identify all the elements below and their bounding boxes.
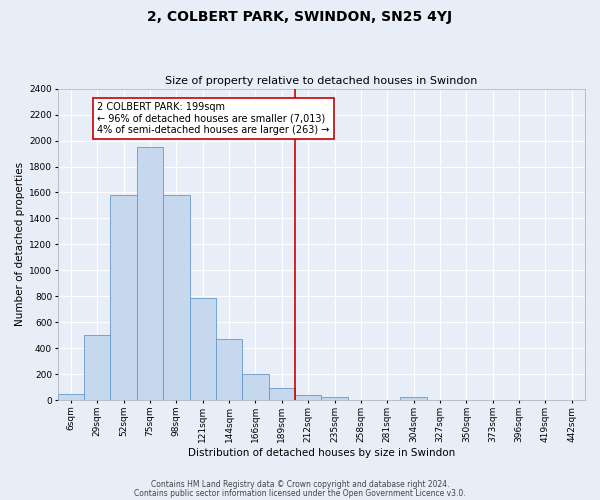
Title: Size of property relative to detached houses in Swindon: Size of property relative to detached ho…: [165, 76, 478, 86]
Bar: [269, 388, 295, 400]
Y-axis label: Number of detached properties: Number of detached properties: [15, 162, 25, 326]
Text: 2 COLBERT PARK: 199sqm
← 96% of detached houses are smaller (7,013)
4% of semi-d: 2 COLBERT PARK: 199sqm ← 96% of detached…: [97, 102, 329, 135]
Bar: [84, 335, 110, 400]
X-axis label: Distribution of detached houses by size in Swindon: Distribution of detached houses by size …: [188, 448, 455, 458]
Text: 2, COLBERT PARK, SWINDON, SN25 4YJ: 2, COLBERT PARK, SWINDON, SN25 4YJ: [148, 10, 452, 24]
Bar: [58, 394, 84, 400]
Bar: [163, 195, 190, 400]
Bar: [322, 397, 348, 400]
Bar: [400, 398, 427, 400]
Bar: [216, 339, 242, 400]
Bar: [295, 395, 322, 400]
Bar: [137, 147, 163, 400]
Bar: [190, 298, 216, 400]
Text: Contains public sector information licensed under the Open Government Licence v3: Contains public sector information licen…: [134, 488, 466, 498]
Bar: [110, 195, 137, 400]
Text: Contains HM Land Registry data © Crown copyright and database right 2024.: Contains HM Land Registry data © Crown c…: [151, 480, 449, 489]
Bar: [242, 374, 269, 400]
